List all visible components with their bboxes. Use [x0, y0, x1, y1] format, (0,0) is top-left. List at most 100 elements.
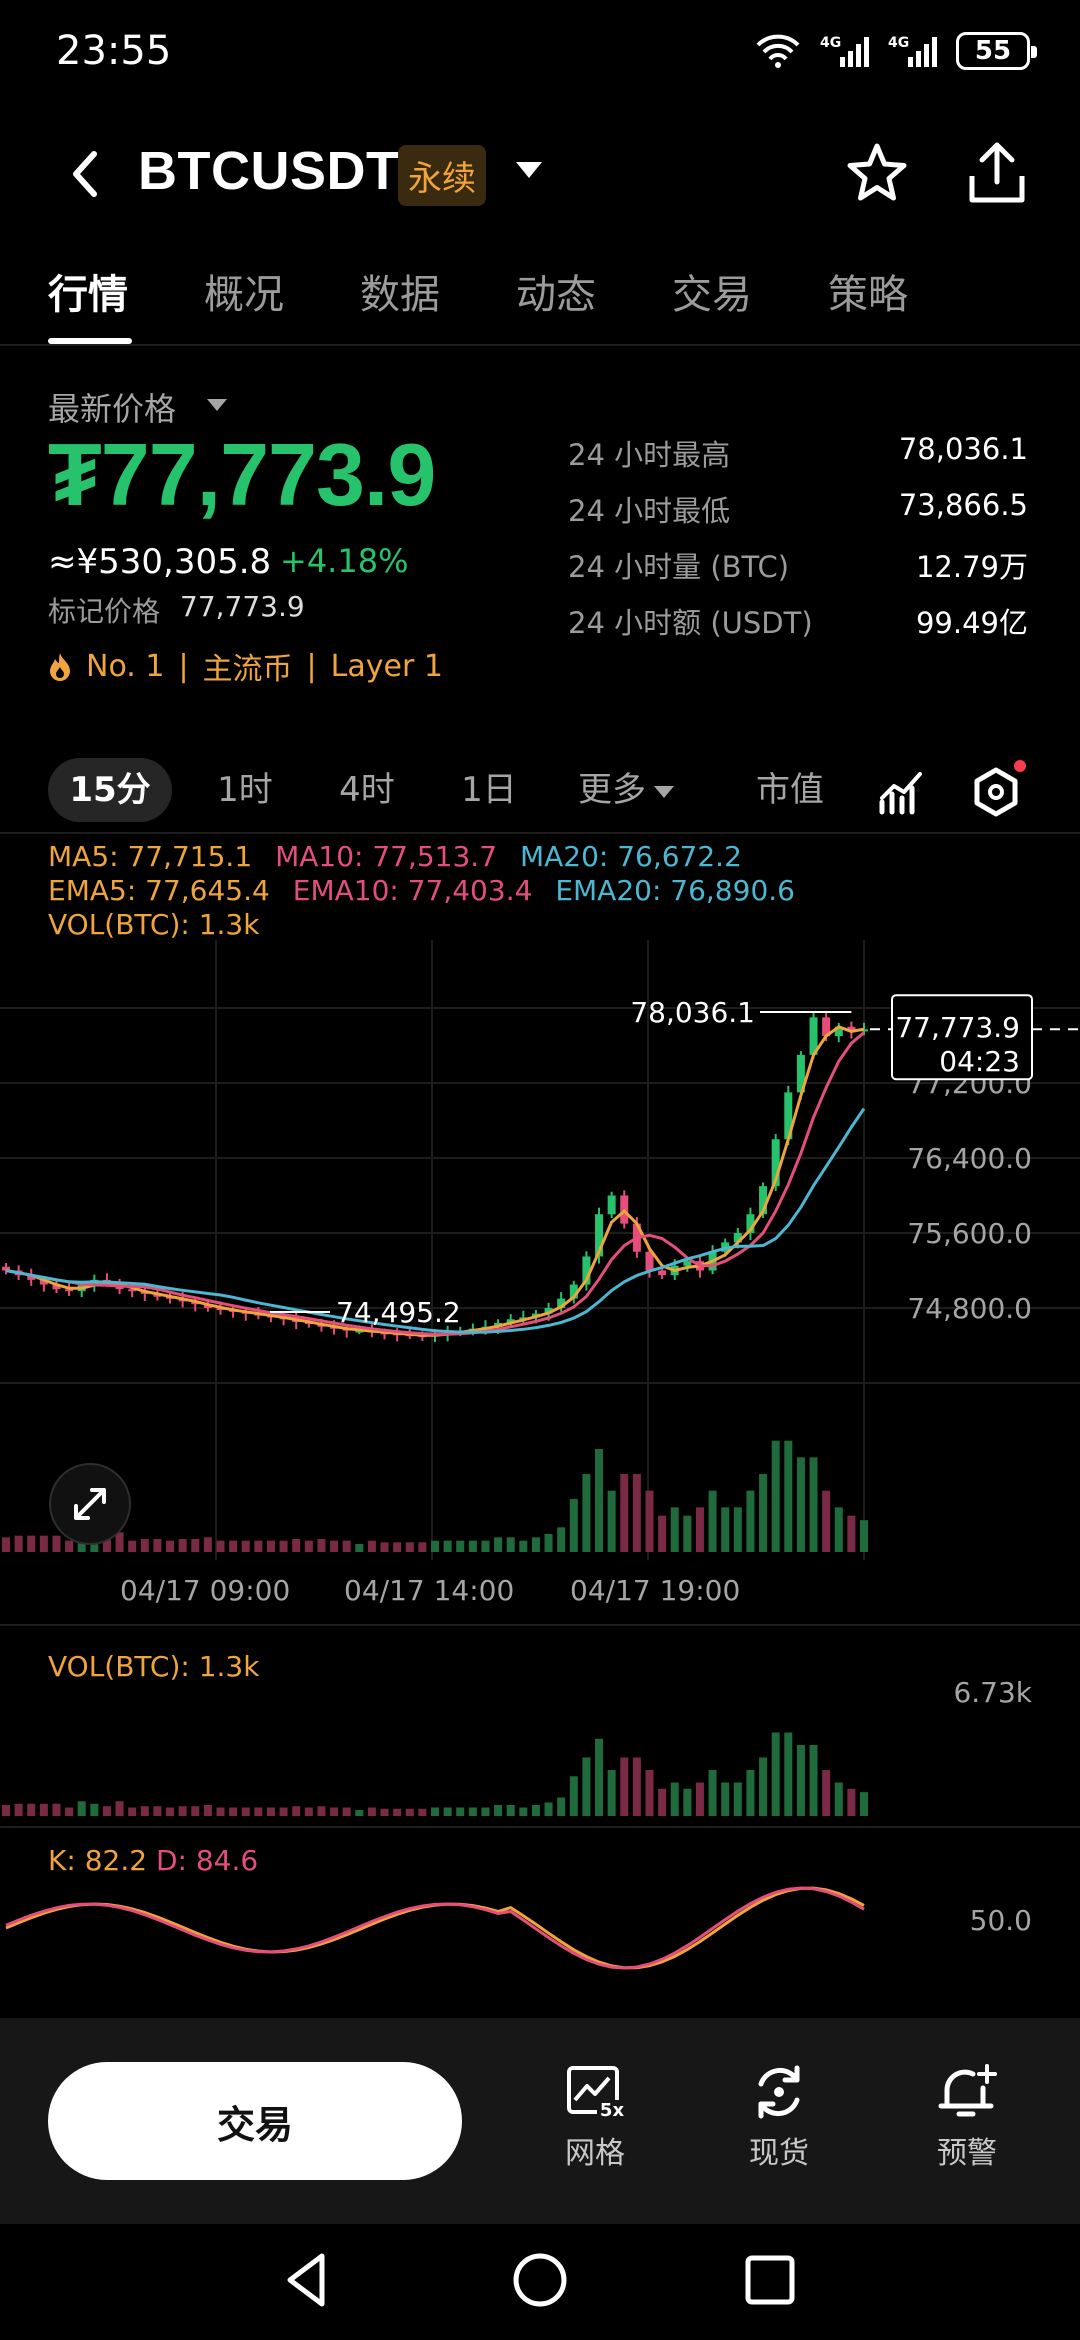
volume-bar — [834, 1507, 843, 1552]
kd-legend: K: 82.2 D: 84.6 — [48, 1844, 258, 1877]
volume-panel-bar — [431, 1807, 439, 1816]
tag-row: No. 1 | 主流币 | Layer 1 — [48, 644, 443, 688]
volume-bar — [380, 1542, 389, 1552]
candle-body — [52, 1284, 61, 1290]
volume-bar — [771, 1440, 780, 1552]
share-icon[interactable] — [966, 140, 1028, 206]
tag-separator: | — [306, 648, 317, 684]
volume-panel-bar — [557, 1797, 566, 1816]
volume-panel-bar — [468, 1807, 477, 1816]
trade-button[interactable]: 交易 — [48, 2062, 462, 2180]
tab-market[interactable]: 行情 — [48, 272, 128, 318]
interval-1h[interactable]: 1时 — [217, 770, 273, 810]
volume-bar — [481, 1540, 490, 1552]
volume-bar — [670, 1507, 679, 1552]
change-percent: +4.18% — [280, 542, 409, 580]
wifi-icon — [756, 34, 800, 68]
chevron-down-icon[interactable] — [514, 160, 544, 180]
volume-bar — [115, 1532, 124, 1552]
stat-label: 24 小时量 (BTC) — [568, 550, 790, 584]
volume-panel-bar — [140, 1806, 149, 1816]
tab-bar: 行情 概况 数据 动态 交易 策略 — [0, 258, 1080, 346]
stat-label: 24 小时额 (USDT) — [568, 606, 813, 640]
drawing-tool-icon[interactable] — [878, 768, 928, 818]
volume-panel-bar — [355, 1810, 364, 1816]
tag-layer[interactable]: Layer 1 — [330, 648, 443, 684]
stat-row: 24 小时额 (USDT) 99.49亿 — [568, 600, 1028, 656]
grid-bot-icon: 5x — [567, 2066, 627, 2121]
y-tick-label: 76,400.0 — [907, 1142, 1032, 1175]
tab-data[interactable]: 数据 — [360, 272, 440, 318]
tab-overview[interactable]: 概况 — [204, 272, 284, 318]
volume-panel-bar — [241, 1807, 250, 1816]
tab-news[interactable]: 动态 — [516, 272, 596, 318]
volume-panel-bar — [216, 1807, 225, 1816]
market-cap-toggle[interactable]: 市值 — [756, 770, 824, 810]
tab-strategy[interactable]: 策略 — [828, 272, 908, 318]
volume-bar — [317, 1539, 326, 1552]
candle-body — [27, 1275, 36, 1280]
volume-bar — [746, 1490, 755, 1552]
tag-category[interactable]: 主流币 — [202, 652, 293, 687]
candle-body — [216, 1308, 225, 1310]
alert-label: 预警 — [937, 2136, 997, 2171]
symbol-title[interactable]: BTCUSDT — [138, 141, 400, 201]
caret-down-icon — [654, 785, 674, 798]
latest-price-label[interactable]: 最新价格 — [48, 390, 177, 428]
star-icon[interactable] — [846, 142, 908, 204]
fullscreen-icon[interactable] — [48, 1462, 132, 1546]
y-tick-label: 74,800.0 — [907, 1292, 1032, 1325]
candle-body — [658, 1270, 667, 1276]
volume-panel-bar — [544, 1802, 553, 1816]
interval-4h[interactable]: 4时 — [339, 770, 395, 810]
tag-rank[interactable]: No. 1 — [86, 648, 165, 684]
volume-bar — [355, 1544, 364, 1552]
k-value: K: 82.2 — [48, 1844, 148, 1877]
stat-label: 24 小时最低 — [568, 494, 731, 528]
settings-hexagon-icon[interactable] — [970, 766, 1022, 818]
volume-panel-bar — [658, 1788, 667, 1816]
candle-body — [544, 1308, 553, 1314]
alert-button[interactable]: 预警 — [912, 2062, 1022, 2172]
interval-1d[interactable]: 1日 — [461, 770, 517, 810]
ema20-label: EMA20: 76,890.6 — [555, 874, 795, 907]
volume-panel-bar — [393, 1808, 402, 1816]
volume-panel-bar — [77, 1801, 86, 1816]
candle-body — [557, 1298, 566, 1308]
caret-down-icon[interactable] — [206, 398, 228, 412]
nav-home-icon[interactable] — [508, 2248, 572, 2312]
tab-trade[interactable]: 交易 — [672, 272, 752, 318]
tag-separator: | — [178, 648, 189, 684]
ma10-line — [5, 1031, 865, 1336]
candlestick-chart[interactable]: 78,000.077,200.076,400.075,600.074,800.0… — [0, 940, 1080, 1560]
candle-body — [2, 1266, 10, 1271]
grid-button[interactable]: 5x 网格 — [540, 2062, 650, 2172]
volume-panel-bar — [229, 1807, 238, 1816]
interval-more[interactable]: 更多 — [578, 758, 698, 822]
volume-bar — [216, 1540, 225, 1552]
volume-panel-bar — [203, 1805, 212, 1816]
current-price-box — [891, 994, 1033, 1081]
spot-button[interactable]: 现货 — [724, 2062, 834, 2172]
high-label: 78,036.1 — [630, 996, 755, 1029]
battery-level: 55 — [974, 36, 1012, 66]
volume-bar — [229, 1540, 238, 1552]
candle-body — [582, 1256, 591, 1285]
svg-text:4G: 4G — [820, 35, 841, 51]
candle-body — [128, 1289, 137, 1292]
volume-bar — [166, 1540, 175, 1552]
svg-text:4G: 4G — [888, 35, 909, 51]
volume-panel-bar — [494, 1805, 503, 1816]
stat-value: 12.79万 — [915, 550, 1028, 584]
volume-bar — [733, 1507, 742, 1552]
nav-recents-icon[interactable] — [738, 2248, 802, 2312]
volume-bar — [241, 1540, 250, 1552]
nav-back-icon[interactable] — [276, 2248, 340, 2312]
mark-price-label: 标记价格 — [48, 595, 161, 628]
interval-15m[interactable]: 15分 — [48, 758, 172, 822]
stat-value: 78,036.1 — [898, 432, 1028, 466]
volume-panel-bar — [14, 1803, 23, 1816]
volume-bar — [544, 1534, 553, 1552]
volume-bar — [418, 1542, 427, 1552]
back-icon[interactable] — [60, 144, 110, 204]
